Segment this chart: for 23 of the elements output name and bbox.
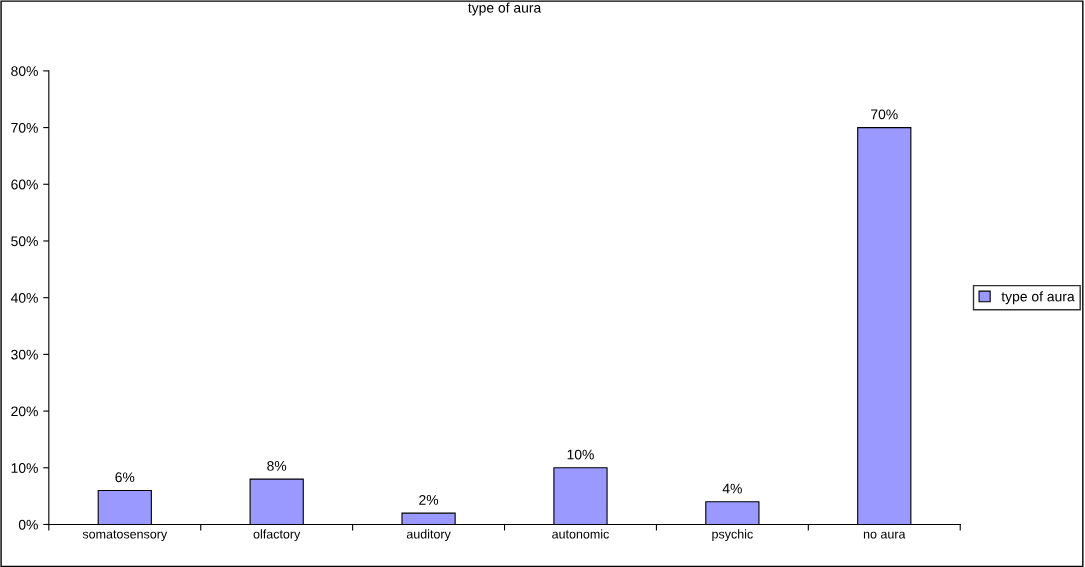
y-tick-label: 60% (11, 179, 38, 190)
data-label: 2% (419, 495, 439, 505)
x-tick-label: olfactory (253, 529, 301, 541)
x-tick-label: autonomic (552, 529, 609, 539)
x-tick-label: auditory (406, 529, 451, 541)
y-tick-label: 0% (18, 519, 38, 530)
x-tick-label: somatosensory (82, 530, 168, 541)
data-label: 4% (722, 483, 742, 494)
x-tick-label: no aura (863, 531, 906, 539)
chart-title: type of aura (468, 2, 542, 16)
data-label: 8% (267, 460, 287, 471)
x-tick-label: psychic (712, 529, 753, 541)
y-tick-label: 70% (11, 122, 38, 133)
legend-label: type of aura (1001, 291, 1075, 305)
y-tick-label: 40% (10, 293, 38, 303)
y-tick-label: 30% (11, 349, 38, 360)
data-label: 70% (871, 109, 898, 120)
data-label: 10% (567, 449, 594, 460)
y-tick-label: 80% (11, 66, 38, 77)
y-tick-label: 10% (11, 463, 38, 473)
y-tick-label: 50% (11, 236, 38, 247)
data-label: 6% (115, 472, 135, 483)
y-tick-label: 20% (11, 406, 38, 417)
